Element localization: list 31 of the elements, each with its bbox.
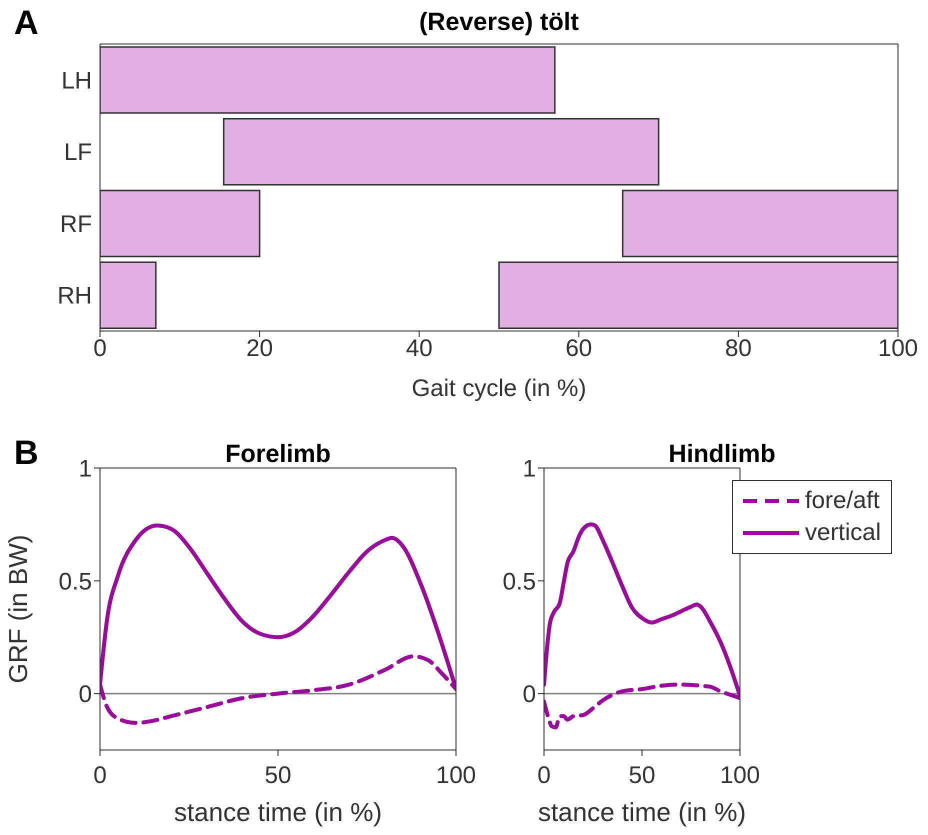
y-tick-label: 0 [522, 681, 536, 708]
y-tick-label: RF [60, 210, 92, 238]
x-tick-label: 100 [436, 762, 476, 790]
chart-title: (Reverse) tölt [418, 8, 580, 37]
x-tick-label: 60 [565, 335, 592, 362]
x-tick-label: 50 [628, 762, 656, 790]
y-tick-label: 0.5 [58, 568, 92, 596]
y-tick-label: LF [64, 139, 92, 166]
y-tick-label: RH [57, 282, 92, 310]
chart-title: Forelimb [225, 440, 331, 468]
x-tick-label: 40 [406, 335, 433, 362]
y-axis-title: GRF (in BW) [3, 534, 34, 684]
x-tick-label: 100 [720, 762, 760, 790]
x-axis-title: Gait cycle (in %) [412, 375, 586, 402]
text: B [14, 434, 39, 473]
y-tick-label: 1 [78, 456, 92, 483]
bar [222, 118, 660, 186]
x-tick-label: 20 [246, 335, 273, 362]
x-axis-title: stance time (in %) [174, 797, 382, 827]
y-tick-label: 1 [522, 456, 536, 483]
chart-title: Hindlimb [668, 440, 776, 468]
x-tick-label: 100 [878, 335, 918, 362]
legend-label: fore/aft [804, 486, 880, 516]
y-tick-label: LH [61, 67, 92, 94]
y-tick-label: 0 [78, 681, 92, 708]
legend-label: vertical [804, 518, 881, 548]
x-tick-label: 50 [264, 762, 292, 790]
x-tick-label: 80 [725, 335, 752, 362]
y-tick-label: 0.5 [502, 568, 536, 596]
text: A [14, 4, 39, 43]
x-axis-title: stance time (in %) [538, 797, 746, 827]
